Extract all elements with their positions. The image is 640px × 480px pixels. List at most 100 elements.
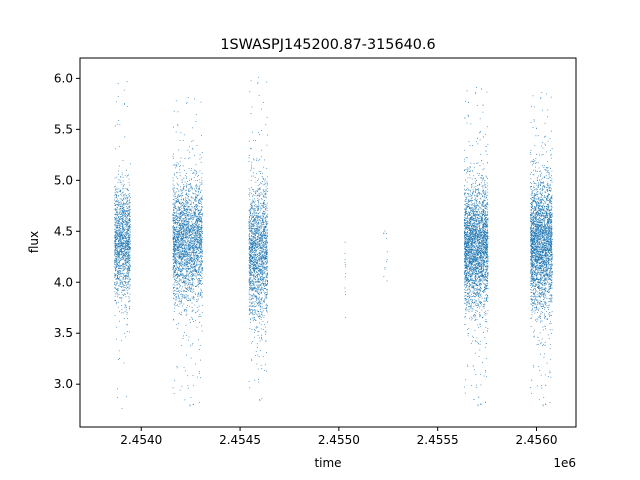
data-point [121, 275, 122, 277]
data-point [173, 259, 175, 260]
data-point [188, 191, 190, 192]
data-point [186, 181, 188, 182]
data-point [249, 226, 250, 228]
data-point [124, 213, 125, 215]
data-point [174, 248, 176, 250]
data-point [189, 319, 191, 321]
data-point [122, 228, 124, 229]
data-point [125, 275, 127, 277]
data-point [179, 217, 181, 219]
data-point [123, 204, 125, 206]
data-point [257, 266, 259, 268]
data-point [122, 197, 124, 199]
data-point [121, 209, 123, 211]
data-point [196, 145, 198, 146]
data-point [183, 230, 185, 232]
data-point [201, 242, 203, 244]
data-point [199, 221, 201, 223]
data-point [181, 245, 183, 246]
data-point [125, 238, 127, 240]
data-point [122, 289, 124, 291]
data-point [184, 295, 186, 297]
data-point [173, 246, 174, 247]
data-point [128, 254, 130, 256]
data-point [267, 311, 268, 313]
data-point [122, 213, 124, 215]
data-point [117, 251, 118, 252]
data-point [189, 299, 191, 301]
data-point [192, 403, 194, 405]
data-point [120, 218, 121, 220]
data-point [262, 272, 264, 274]
data-point [115, 226, 117, 228]
data-point [174, 380, 175, 382]
data-point [129, 219, 130, 220]
data-point [197, 232, 199, 234]
data-point [194, 262, 196, 264]
data-point [123, 227, 125, 228]
data-point [181, 228, 182, 230]
data-point [188, 189, 190, 191]
data-point [115, 235, 117, 237]
data-point [118, 234, 119, 236]
data-point [250, 247, 252, 249]
data-point [195, 245, 196, 246]
data-point [121, 251, 122, 253]
data-point [195, 255, 197, 256]
data-point [186, 252, 187, 254]
data-point [261, 337, 262, 339]
data-point [125, 229, 127, 230]
data-point [116, 191, 118, 193]
data-point [248, 279, 250, 281]
data-point [251, 317, 253, 319]
data-point [119, 245, 121, 247]
data-point [258, 188, 260, 190]
data-point [125, 296, 127, 298]
data-point [128, 214, 130, 216]
data-point [178, 298, 180, 300]
data-point [192, 223, 194, 225]
data-point [257, 265, 259, 267]
data-point [259, 318, 260, 320]
data-point [262, 237, 264, 239]
data-point [261, 244, 263, 246]
data-point [123, 318, 125, 319]
data-point [252, 243, 254, 244]
data-point [121, 248, 123, 250]
data-point [194, 211, 196, 213]
data-point [196, 257, 197, 259]
data-point [253, 245, 255, 247]
data-point [200, 198, 202, 200]
data-point [265, 340, 267, 342]
data-point [125, 203, 126, 205]
data-point [120, 223, 121, 225]
data-point [186, 271, 188, 273]
data-point [175, 202, 176, 204]
data-point [266, 229, 268, 231]
data-point [200, 293, 202, 295]
data-point [201, 330, 203, 332]
data-point [172, 157, 174, 159]
data-point [260, 298, 262, 300]
data-point [193, 227, 195, 229]
data-point [251, 280, 253, 281]
data-point [266, 210, 268, 212]
data-point [124, 237, 126, 239]
data-point [196, 277, 198, 279]
data-point [196, 246, 198, 248]
data-point [178, 228, 180, 230]
data-point [181, 246, 183, 248]
data-point [173, 214, 174, 216]
data-point [257, 221, 259, 223]
data-point [179, 195, 181, 197]
data-point [185, 227, 187, 229]
data-point [114, 236, 116, 238]
data-point [181, 232, 183, 233]
data-point [255, 225, 257, 227]
data-point [123, 258, 124, 260]
data-point [194, 252, 196, 253]
data-point [176, 200, 178, 202]
data-point [115, 215, 117, 217]
data-point [116, 263, 118, 265]
data-point [125, 261, 127, 262]
